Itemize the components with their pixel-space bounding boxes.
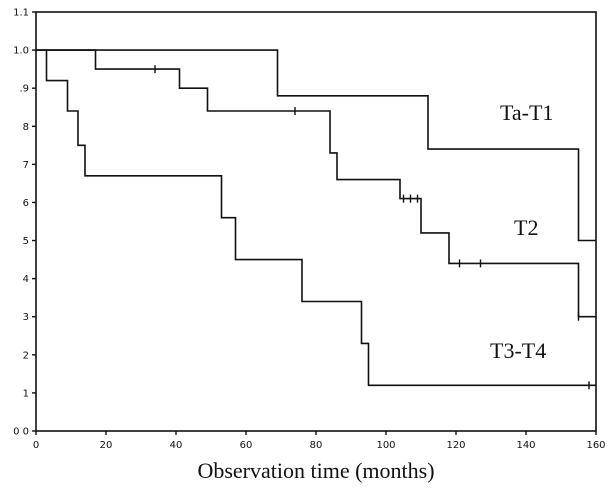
- x-tick-label: 100: [376, 440, 395, 451]
- series-lines: [36, 49, 596, 390]
- series-line-t2: [36, 49, 596, 318]
- y-tick-label: 5: [23, 236, 29, 247]
- series-label-ta-t1: Ta-T1: [500, 100, 553, 125]
- x-tick-label: 0: [33, 440, 39, 451]
- x-axis-title: Observation time (months): [197, 458, 434, 483]
- y-tick-label: 6: [23, 198, 29, 209]
- series-labels: Ta-T1 T2 T3-T4: [490, 100, 553, 363]
- series-line-ta-t1: [36, 49, 596, 242]
- y-tick-label: 1: [23, 388, 29, 399]
- x-tick-label: 120: [446, 440, 465, 451]
- x-tick-label: 40: [170, 440, 183, 451]
- series-line-t3-t4: [45, 50, 596, 387]
- x-tick-label: 20: [100, 440, 113, 451]
- y-axis-ticks: 0 0 1 2 3 4 5 6 7 8 .9 1.0 1.1: [13, 8, 36, 438]
- series-label-t2: T2: [514, 215, 538, 240]
- y-tick-label: 3: [23, 312, 29, 323]
- x-tick-label: 80: [310, 440, 323, 451]
- x-axis-ticks: 0 20 40 60 80 100 120 140 160: [33, 431, 606, 451]
- plot-frame: [35, 11, 597, 432]
- y-tick-label: 7: [23, 160, 29, 171]
- x-tick-label: 160: [586, 440, 605, 451]
- y-tick-label: 0 0: [13, 427, 29, 438]
- x-tick-label: 140: [516, 440, 535, 451]
- series-label-t3-t4: T3-T4: [490, 338, 546, 363]
- y-tick-label: 2: [23, 350, 29, 361]
- y-tick-label: 4: [23, 274, 29, 285]
- y-tick-label: .9: [19, 84, 29, 95]
- y-tick-label: 1.0: [13, 46, 29, 57]
- y-tick-label: 8: [23, 122, 29, 133]
- y-tick-label: 1.1: [13, 8, 29, 19]
- x-tick-label: 60: [240, 440, 253, 451]
- plot-frame-rect: [35, 11, 597, 432]
